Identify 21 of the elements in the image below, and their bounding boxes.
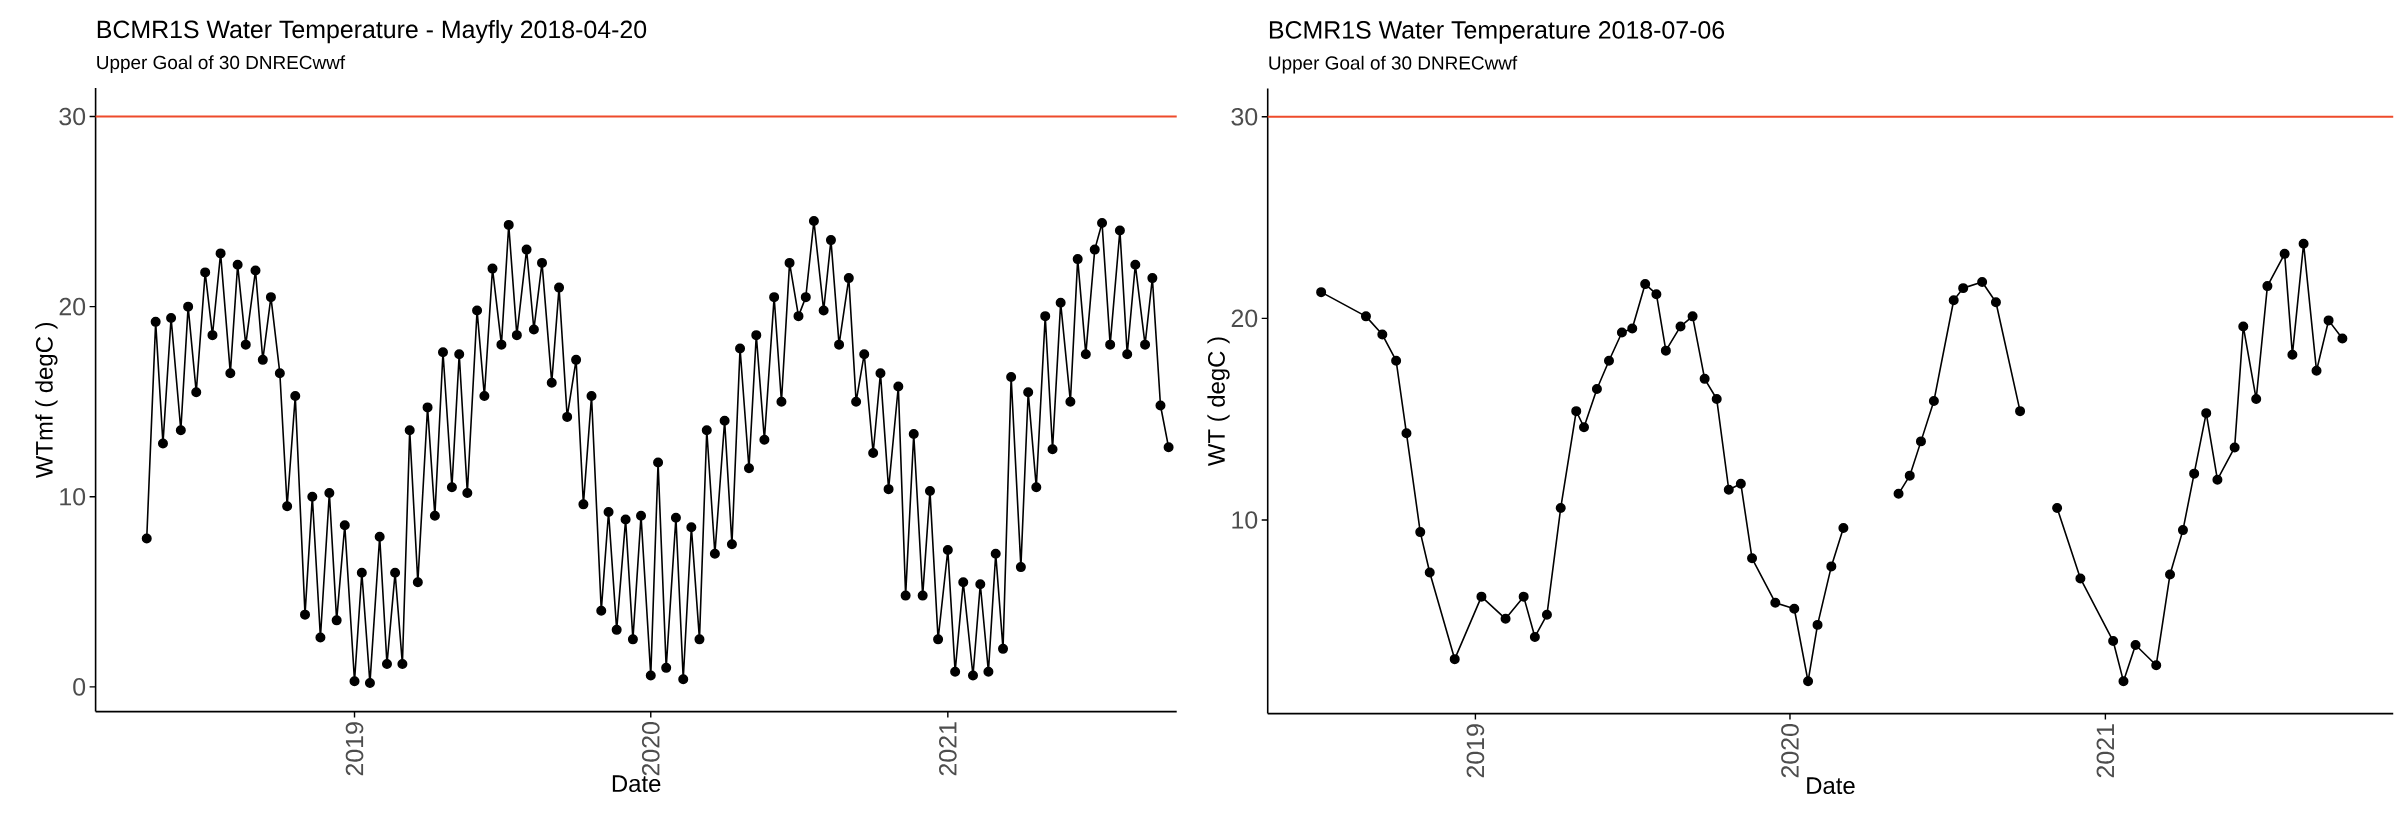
y-tick-label: 30: [1231, 107, 1258, 126]
y-tick-label: 0: [73, 678, 86, 696]
x-tick-label: 2020: [1781, 724, 1799, 778]
x-tick-label: 2021: [2096, 724, 2115, 778]
chart-subtitle: Upper Goal of 30 DNRECwwf: [1269, 55, 1518, 74]
chart-title: BCMR1S Water Temperature - Mayfly 2018-04-20: [97, 19, 647, 44]
x-tick-label: 2021: [939, 722, 957, 776]
y-tick-label: 10: [60, 487, 86, 506]
chart-title: BCMR1S Water Temperature 2018-07-06: [1269, 21, 1725, 44]
y-tick-label: 10: [1232, 511, 1258, 529]
y-axis-title: WTmf ( degC ): [35, 322, 58, 479]
x-tick-label: 2020: [641, 722, 660, 776]
y-tick-label: 20: [59, 297, 86, 316]
y-tick-label: 30: [59, 107, 86, 126]
x-axis-title: Date: [612, 775, 661, 793]
x-tick-label: 2019: [345, 722, 364, 776]
y-axis-title: WT ( degC ): [1207, 337, 1230, 467]
x-tick-label: 2019: [1466, 724, 1485, 778]
y-tick-label: 20: [1231, 309, 1258, 328]
chart-subtitle: Upper Goal of 30 DNRECwwf: [97, 55, 346, 73]
x-axis-title: Date: [1807, 777, 1855, 795]
